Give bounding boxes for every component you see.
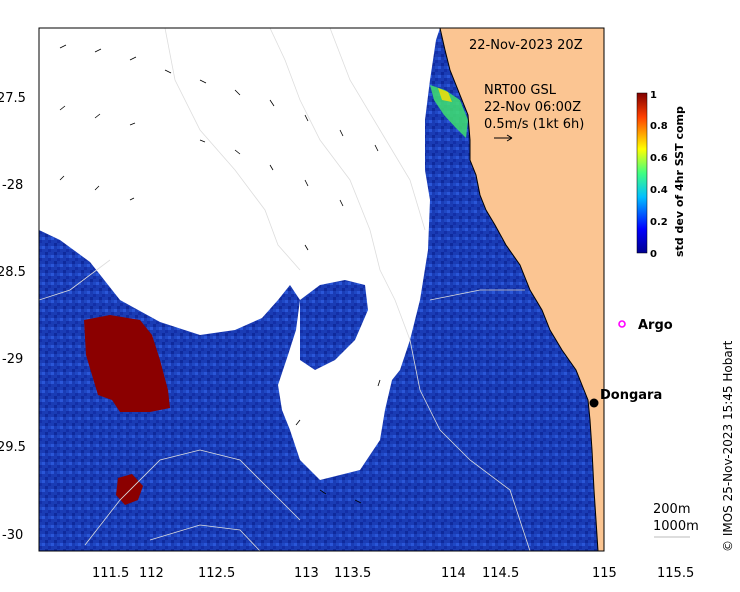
current-scale-label: 0.5m/s (1kt 6h) xyxy=(484,117,584,132)
lat-tick-label: 27.5 xyxy=(0,91,26,106)
lat-tick-label: -29 xyxy=(2,352,23,367)
sst-coastal-yellow xyxy=(438,88,452,102)
sst-region-southwest xyxy=(39,28,604,551)
lon-axis: 111.5 112 112.5 113 113.5 114 114.5 115 … xyxy=(92,566,694,581)
lat-axis: 27.5 -28 28.5 -29 29.5 -30 xyxy=(0,91,26,543)
coastline xyxy=(439,28,599,551)
lat-tick-label: -28 xyxy=(2,178,23,193)
lon-tick-label: 114 xyxy=(441,566,466,581)
lat-tick-label: 29.5 xyxy=(0,440,26,455)
lon-tick-label: 112.5 xyxy=(198,566,235,581)
map-plot-area xyxy=(39,28,604,551)
colorbar-tick: 0 xyxy=(650,249,657,260)
plot-frame xyxy=(38,27,605,552)
dongara-marker xyxy=(589,398,599,408)
lon-tick-label: 113 xyxy=(294,566,319,581)
colorbar-ticks: 1 0.8 0.6 0.4 0.2 0 xyxy=(650,90,668,260)
colorbar-label: std dev of 4hr SST comp xyxy=(673,106,686,257)
current-vectors xyxy=(59,44,381,504)
sst-high-patch-main xyxy=(84,315,170,412)
sst-blob-central xyxy=(300,280,368,370)
argo-label: Argo xyxy=(638,318,673,333)
lat-tick-label: -30 xyxy=(2,528,23,543)
lon-tick-label: 113.5 xyxy=(334,566,371,581)
colorbar-tick: 0.2 xyxy=(650,217,668,228)
lon-tick-label: 111.5 xyxy=(92,566,129,581)
current-scale-arrow xyxy=(494,134,513,142)
lat-tick-label: 28.5 xyxy=(0,265,26,280)
colorbar-tick: 0.6 xyxy=(650,153,668,164)
lon-tick-label: 112 xyxy=(139,566,164,581)
colorbar-tick: 0.8 xyxy=(650,121,668,132)
date-label: 22-Nov-2023 20Z xyxy=(469,38,583,53)
lon-tick-label: 114.5 xyxy=(482,566,519,581)
depth-legend-1000m: 1000m xyxy=(653,519,699,534)
lon-tick-label: 115 xyxy=(592,566,617,581)
current-time-label: 22-Nov 06:00Z xyxy=(484,100,581,115)
argo-marker xyxy=(618,320,626,328)
current-source-label: NRT00 GSL xyxy=(484,83,557,98)
colorbar-tick: 1 xyxy=(650,90,657,101)
dongara-label: Dongara xyxy=(600,388,662,403)
colorbar-tick: 0.4 xyxy=(650,185,668,196)
lon-tick-label: 115.5 xyxy=(657,566,694,581)
depth-legend-200m: 200m xyxy=(653,502,690,517)
sst-coastal-highlight xyxy=(430,85,468,138)
depth-contours xyxy=(39,28,531,551)
credit-text: © IMOS 25-Nov-2023 15:45 Hobart xyxy=(721,340,735,552)
no-data-gap xyxy=(300,255,400,470)
land-australia xyxy=(440,28,604,551)
colorbar xyxy=(636,92,648,254)
